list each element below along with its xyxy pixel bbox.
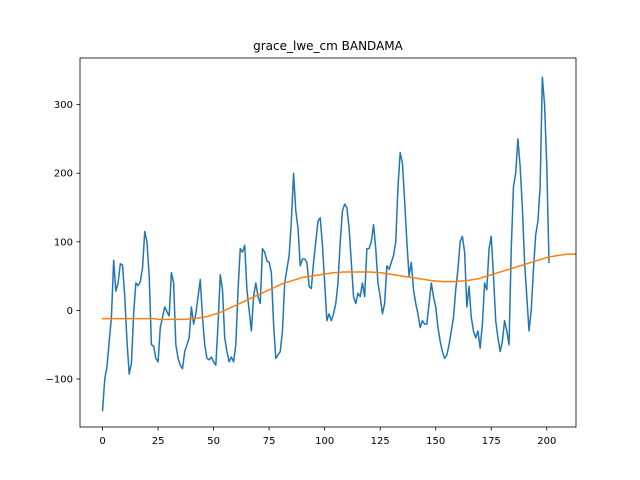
x-tick-label: 100 [315, 436, 334, 447]
x-tick-label: 200 [537, 436, 556, 447]
y-tick-label: 300 [54, 100, 73, 111]
y-tick-label: 0 [67, 306, 73, 317]
plot-area [101, 76, 577, 412]
x-tick-label: 75 [263, 436, 276, 447]
y-tick-label: 200 [54, 169, 73, 180]
plot-frame [79, 57, 577, 428]
series-line-1 [101, 76, 550, 412]
x-tick-label: 25 [152, 436, 165, 447]
x-tick-label: 0 [99, 436, 105, 447]
chart-title: grace_lwe_cm BANDAMA [253, 39, 404, 53]
y-tick-label: 100 [54, 237, 73, 248]
x-tick-label: 50 [207, 436, 220, 447]
x-tick-label: 175 [482, 436, 501, 447]
x-tick-label: 125 [371, 436, 390, 447]
y-tick-label: −100 [46, 374, 73, 385]
series-line-2 [101, 253, 577, 321]
x-tick-label: 150 [426, 436, 445, 447]
axes: 0 25 50 75 100 125 150 175 200 −100 0 100 200 300 [46, 57, 577, 447]
